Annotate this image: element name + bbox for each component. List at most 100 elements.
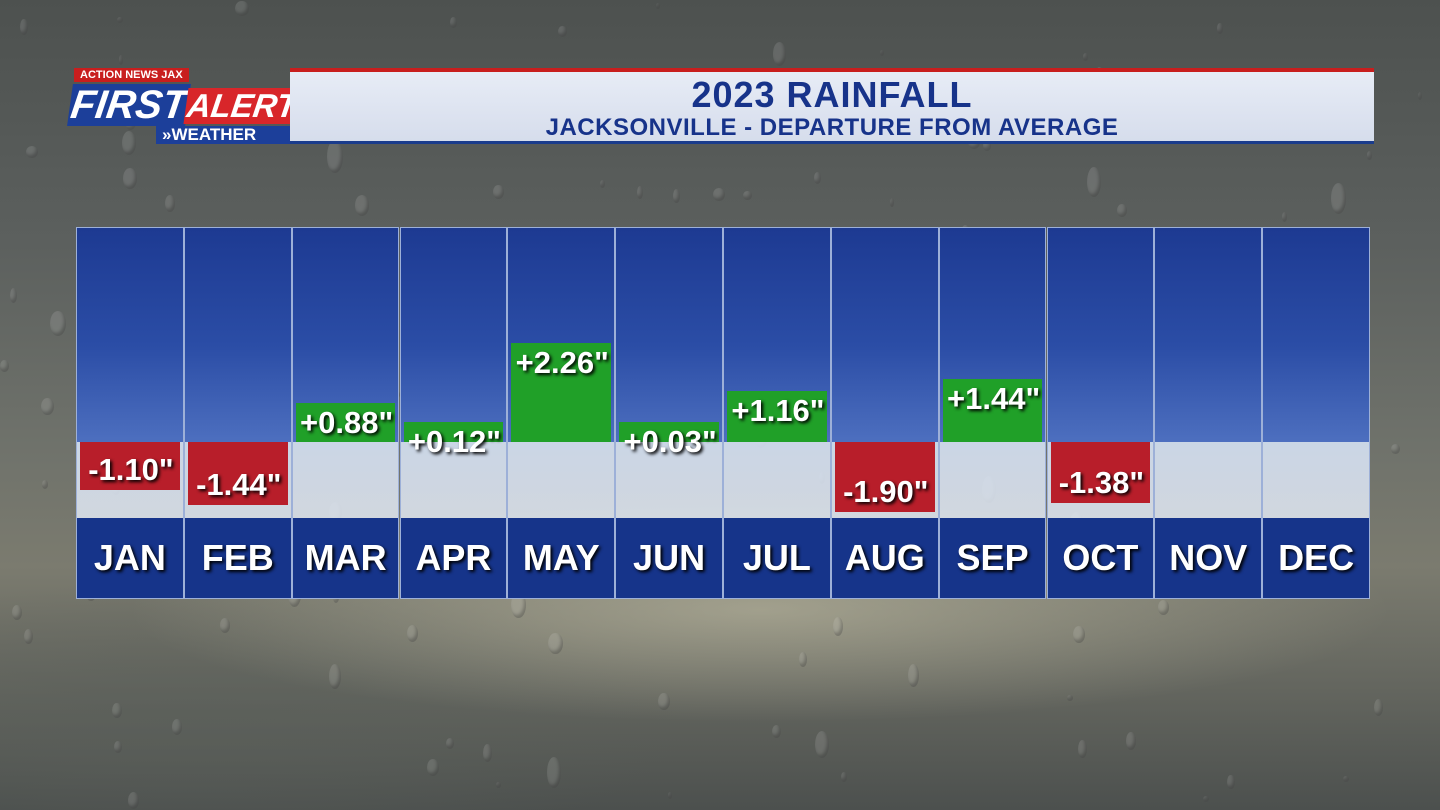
raindrop xyxy=(116,16,123,24)
month-label: NOV xyxy=(1155,518,1262,598)
raindrop xyxy=(123,168,137,189)
raindrop xyxy=(1117,204,1127,217)
raindrop xyxy=(667,792,673,800)
month-label: OCT xyxy=(1047,518,1154,598)
raindrop xyxy=(10,287,18,304)
raindrop xyxy=(548,632,563,655)
month-label: AUG xyxy=(831,518,938,598)
month-label: MAY xyxy=(508,518,615,598)
raindrop xyxy=(1373,699,1384,717)
value-label: +0.12" xyxy=(407,424,501,459)
month-column: DEC xyxy=(1262,227,1370,599)
month-column: NOV xyxy=(1154,227,1263,599)
value-label: -1.44" xyxy=(196,467,282,503)
raindrop xyxy=(427,759,439,776)
header-banner: ACTION NEWS JAX FIRST ALERT »WEATHER 202… xyxy=(67,68,1374,146)
month-label: APR xyxy=(400,518,507,598)
raindrop xyxy=(12,605,22,620)
raindrop xyxy=(171,719,183,735)
raindrop xyxy=(841,771,847,783)
column-lower xyxy=(400,442,507,520)
column-upper xyxy=(616,228,722,442)
month-column: MAR +0.88" xyxy=(291,227,400,599)
logo-alert: ALERT xyxy=(183,87,301,124)
raindrop xyxy=(743,190,752,201)
raindrop xyxy=(599,179,606,189)
chart-subtitle: JACKSONVILLE - DEPARTURE FROM AVERAGE xyxy=(545,114,1119,141)
column-upper xyxy=(77,228,183,442)
raindrop xyxy=(908,663,919,687)
month-label: DEC xyxy=(1263,518,1369,598)
rainfall-departure-chart: JAN -1.10" FEB -1.44" MAR +0.88" APR +0.12" MAY +… xyxy=(76,227,1370,599)
column-lower xyxy=(508,442,615,520)
month-label: FEB xyxy=(184,518,291,598)
raindrop xyxy=(113,740,123,753)
raindrop xyxy=(1366,151,1373,160)
raindrop xyxy=(1067,695,1073,701)
positive-bar xyxy=(511,342,612,442)
month-label: SEP xyxy=(939,518,1046,598)
raindrop xyxy=(815,730,830,758)
raindrop xyxy=(42,480,49,489)
value-label: +0.88" xyxy=(300,405,394,441)
column-upper xyxy=(831,228,938,442)
raindrop xyxy=(833,616,844,636)
raindrop xyxy=(0,360,9,373)
positive-bar xyxy=(727,390,827,442)
raindrop xyxy=(637,186,644,200)
raindrop xyxy=(772,724,782,739)
first-alert-weather-logo: ACTION NEWS JAX FIRST ALERT »WEATHER xyxy=(67,68,301,146)
positive-bar xyxy=(295,403,396,442)
raindrop xyxy=(1078,739,1087,758)
column-upper xyxy=(1155,228,1262,442)
raindrop xyxy=(1227,774,1235,789)
raindrop xyxy=(450,17,457,28)
raindrop xyxy=(1330,183,1347,214)
raindrop xyxy=(20,18,28,36)
logo-station-name: ACTION NEWS JAX xyxy=(74,68,189,82)
value-label: -1.10" xyxy=(88,452,174,488)
raindrop xyxy=(1281,211,1288,223)
raindrop xyxy=(1073,625,1086,644)
negative-bar xyxy=(187,442,288,506)
column-lower xyxy=(616,442,722,520)
negative-bar xyxy=(834,442,935,512)
raindrop xyxy=(327,140,344,173)
raindrop xyxy=(655,2,660,10)
month-label: JUL xyxy=(724,518,830,598)
month-column: OCT -1.38" xyxy=(1046,227,1155,599)
logo-first: FIRST xyxy=(67,83,191,127)
raindrop xyxy=(495,781,501,789)
raindrop xyxy=(1417,91,1423,101)
positive-bar xyxy=(403,422,504,442)
raindrop xyxy=(557,25,567,37)
raindrop xyxy=(25,146,38,159)
raindrop xyxy=(23,628,34,645)
column-lower xyxy=(724,442,830,520)
month-column: SEP +1.44" xyxy=(938,227,1047,599)
raindrop xyxy=(165,195,175,212)
raindrop xyxy=(50,311,66,337)
value-label: -1.38" xyxy=(1058,464,1145,500)
month-column: APR +0.12" xyxy=(399,227,508,599)
raindrop xyxy=(493,185,504,200)
raindrop xyxy=(658,692,670,710)
column-upper xyxy=(400,228,507,442)
column-upper xyxy=(184,228,291,442)
raindrop xyxy=(354,194,370,216)
negative-bar xyxy=(80,442,180,491)
month-label: MAR xyxy=(292,518,399,598)
raindrop xyxy=(118,54,124,65)
raindrop xyxy=(772,42,787,66)
raindrop xyxy=(814,172,822,184)
raindrop xyxy=(1342,775,1350,783)
month-column: JUN +0.03" xyxy=(615,227,723,599)
raindrop xyxy=(445,738,455,750)
raindrop xyxy=(41,397,55,416)
raindrop xyxy=(1217,23,1223,34)
raindrop xyxy=(1203,795,1210,802)
raindrop xyxy=(1125,731,1136,751)
month-column: JAN -1.10" xyxy=(76,227,184,599)
logo-weather: »WEATHER xyxy=(156,126,292,144)
chart-title: 2023 RAINFALL xyxy=(691,74,973,115)
